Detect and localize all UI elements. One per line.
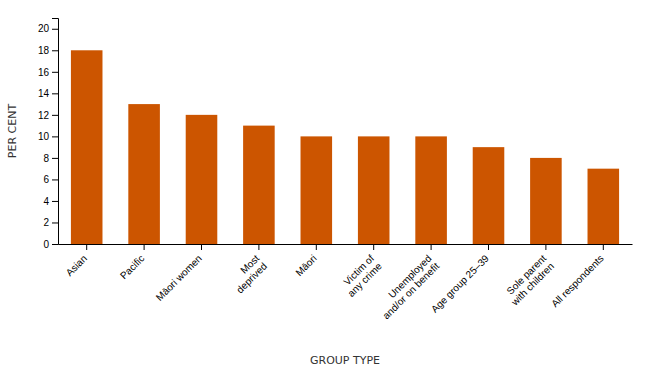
y-tick: 12 (38, 110, 58, 121)
bar (530, 158, 562, 244)
x-tick-label-line: Age group 25–39 (429, 252, 491, 314)
y-tick: 14 (38, 88, 58, 99)
x-tick-mark (545, 244, 546, 250)
y-tick: 6 (43, 174, 58, 185)
y-tick: 8 (43, 153, 58, 164)
y-tick-mark (52, 115, 58, 116)
x-axis-line (59, 244, 633, 245)
x-tick-mark (258, 244, 259, 250)
y-tick: 20 (38, 23, 58, 34)
x-tick: Victim ofany crime (338, 244, 385, 299)
x-tick-label: Mostdeprived (226, 253, 269, 296)
bar (71, 50, 103, 244)
x-tick-mark (144, 244, 145, 250)
bar (128, 104, 160, 244)
y-tick-mark (52, 136, 58, 137)
x-tick-label: Pacific (118, 253, 147, 282)
bar (358, 136, 390, 244)
y-tick-label: 10 (38, 131, 50, 142)
y-tick-label: 20 (38, 23, 50, 34)
x-tick-label: Māori (293, 253, 318, 278)
x-tick-label-line: Asian (64, 253, 89, 278)
y-tick-mark (52, 50, 58, 51)
bar (415, 136, 447, 244)
x-tick: All respondents (549, 244, 606, 309)
bar (186, 115, 218, 244)
x-tick-mark (603, 244, 604, 250)
y-tick: 10 (38, 131, 58, 142)
y-tick-mark (52, 244, 58, 245)
x-axis: Asian PacificMāori women Mostdeprived Māori… (59, 244, 633, 321)
x-tick-mark (431, 244, 432, 250)
y-tick: 2 (43, 217, 58, 228)
x-axis-title: GROUP TYPE (310, 354, 380, 367)
y-tick-label: 4 (43, 196, 49, 207)
x-tick: Pacific (118, 244, 147, 281)
y-axis: 0 2 4 6 8 10 12 14 16 18 20 (38, 19, 59, 250)
y-tick: 0 (43, 239, 58, 250)
x-tick-mark (86, 244, 87, 250)
x-tick-label-line: Pacific (118, 253, 147, 282)
y-tick-label: 14 (38, 88, 50, 99)
x-tick-label: All respondents (549, 253, 606, 310)
plot: 0 2 4 6 8 10 12 14 16 18 20 Asian PacificMāori women… (38, 19, 633, 322)
y-tick-label: 2 (43, 217, 49, 228)
bar (243, 126, 275, 244)
y-tick-mark (52, 29, 58, 30)
x-tick-label-line: any crime (345, 260, 384, 299)
x-tick-mark (316, 244, 317, 250)
x-tick-label-line: deprived (234, 260, 269, 295)
x-tick-label: Asian (64, 253, 89, 278)
y-axis-title: PER CENT (6, 104, 19, 159)
y-tick-label: 8 (43, 153, 49, 164)
y-tick: 4 (43, 196, 58, 207)
x-tick-label: Age group 25–39 (429, 252, 491, 314)
x-tick: Age group 25–39 (429, 244, 491, 315)
y-tick-mark (52, 222, 58, 223)
x-tick-label: Sole parentwith children (501, 253, 557, 309)
x-tick: Asian (64, 244, 89, 278)
y-tick-label: 0 (43, 239, 49, 250)
bar (301, 136, 333, 244)
x-tick-label-line: and/or on benefit (380, 260, 441, 321)
x-tick: Māori (293, 244, 318, 278)
x-tick-label-line: Māori women (154, 253, 204, 303)
y-tick-label: 16 (38, 67, 50, 78)
y-tick-mark (52, 201, 58, 202)
chart: 0 2 4 6 8 10 12 14 16 18 20 Asian PacificMāori women… (0, 0, 650, 372)
x-tick-label-line: All respondents (549, 253, 606, 310)
y-tick-mark (52, 93, 58, 94)
y-axis-line (52, 19, 59, 245)
y-tick-mark (52, 179, 58, 180)
y-tick: 18 (38, 45, 58, 56)
x-tick-label: Unemployedand/or on benefit (373, 253, 442, 322)
y-tick-mark (52, 158, 58, 159)
bar (588, 169, 620, 244)
x-tick-label-line: Māori (293, 253, 318, 278)
y-tick: 16 (38, 67, 58, 78)
x-tick-label: Victim ofany crime (338, 252, 385, 299)
y-tick-mark (52, 72, 58, 73)
bar (473, 147, 505, 244)
y-tick-label: 12 (38, 110, 50, 121)
x-tick-mark (488, 244, 489, 250)
bars (71, 50, 619, 244)
x-tick: Sole parentwith children (501, 244, 557, 308)
x-tick-label: Māori women (154, 253, 204, 303)
x-tick: Mostdeprived (226, 244, 269, 295)
y-tick-label: 6 (43, 174, 49, 185)
x-tick-mark (373, 244, 374, 250)
x-tick-mark (201, 244, 202, 250)
x-tick: Māori women (154, 244, 204, 303)
y-tick-label: 18 (38, 45, 50, 56)
